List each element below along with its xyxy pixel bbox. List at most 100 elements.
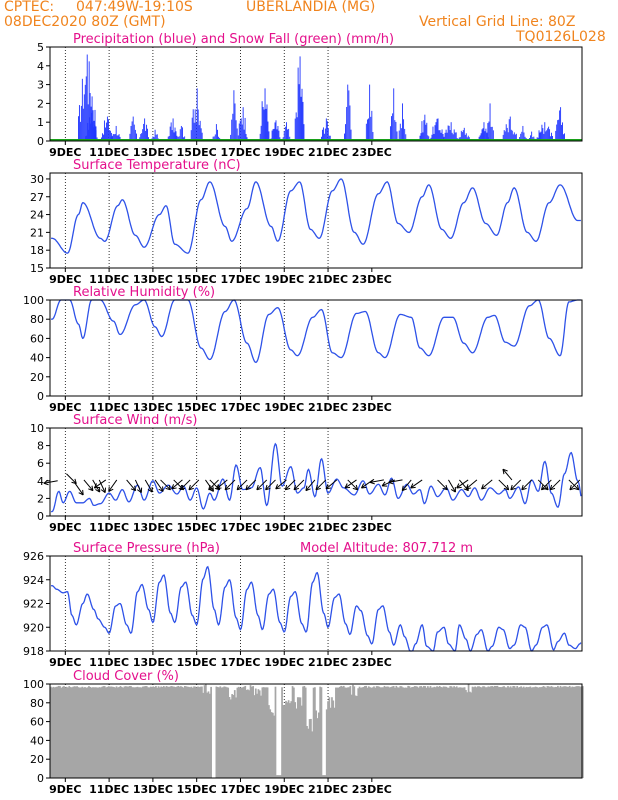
precip-bar	[489, 103, 491, 141]
cloud-bar	[362, 687, 365, 778]
precip-bar	[283, 131, 285, 141]
cloud-bar	[253, 695, 256, 778]
cloud-bar	[73, 686, 76, 778]
wind-arrow-shaft	[284, 479, 296, 491]
cloud-bar	[256, 693, 258, 778]
precip-bar	[113, 134, 115, 141]
y-tick-label: 40	[30, 734, 44, 747]
precip-bar	[301, 88, 303, 141]
cloud-bar	[370, 687, 373, 778]
wind-arrow	[236, 479, 248, 491]
precip-bar	[512, 134, 514, 141]
precip-bar	[487, 123, 489, 141]
wind-arrow	[569, 479, 581, 491]
cloud-bar	[319, 686, 321, 778]
precip-bar	[201, 132, 203, 141]
cloud-bar	[144, 686, 147, 778]
cloud-bar	[193, 686, 195, 778]
precip-bar	[131, 121, 133, 141]
wind-arrow-head	[369, 478, 375, 483]
cloud-bar	[61, 686, 64, 778]
cloud-bar	[350, 694, 353, 778]
precip-bar	[324, 128, 326, 141]
y-tick-label: 80	[30, 697, 44, 710]
precip-bar	[492, 130, 494, 141]
cloud-bar	[549, 686, 551, 778]
precip-bar	[175, 131, 177, 141]
header-run: 08DEC2020 80Z (GMT)	[4, 14, 166, 30]
cloud-bar	[315, 710, 318, 778]
wind-arrow	[521, 479, 532, 491]
precip-bar	[143, 123, 145, 141]
x-tick-label: 9DEC	[49, 273, 81, 286]
precip-bar	[507, 132, 509, 141]
cloud-bar	[345, 687, 348, 778]
precip-bar	[346, 106, 348, 141]
cloud-bar	[470, 692, 473, 778]
cloud-bar	[52, 686, 55, 778]
cloud-bar	[101, 686, 103, 778]
cloud-bar	[357, 688, 360, 778]
wind-arrow-head	[381, 481, 386, 487]
cloud-bar	[88, 686, 90, 778]
precip-bar	[241, 124, 243, 141]
x-tick-label: 9DEC	[49, 656, 81, 669]
precip-bar	[294, 118, 296, 141]
cloud-bar	[320, 687, 323, 778]
wind-arrow	[388, 478, 403, 485]
cloud-bar	[444, 686, 446, 778]
wind-arrow-head	[569, 484, 572, 490]
precip-bar	[445, 129, 447, 141]
cloud-bar	[482, 686, 484, 778]
precip-bar	[365, 123, 367, 141]
y-tick-label: 0	[37, 510, 44, 523]
wind-arrow	[216, 479, 228, 490]
cloud-bar	[160, 686, 163, 778]
precip-bar	[289, 136, 291, 141]
precip-bar	[296, 117, 298, 141]
cloud-bar	[67, 687, 69, 778]
cloud-bar	[106, 686, 109, 778]
precip-bar	[433, 133, 435, 141]
x-tick-label: 19DEC	[264, 783, 304, 796]
cloud-bar	[354, 695, 357, 778]
wind-arrow	[293, 479, 305, 491]
panel-title: Surface Temperature (nC)	[73, 158, 241, 173]
cloud-bar	[349, 686, 352, 778]
wind-arrow-head	[162, 486, 164, 492]
precip-bar	[449, 130, 451, 141]
wind-arrow-head	[293, 487, 299, 491]
wind-arrow-head	[95, 489, 100, 493]
cloud-bar	[277, 775, 279, 778]
precip-bar	[447, 125, 449, 141]
precip-bar	[421, 121, 423, 141]
wind-arrow	[83, 479, 94, 492]
cloud-bar	[316, 718, 319, 778]
wind-arrow	[66, 473, 77, 485]
cloud-bar	[291, 686, 294, 778]
wind-arrow-head	[134, 485, 137, 491]
precip-bar	[79, 121, 81, 141]
cloud-bar	[424, 686, 427, 778]
wind-arrow-head	[355, 484, 359, 490]
wind-arrow-shaft	[315, 479, 327, 491]
cloud-bar	[311, 731, 314, 778]
precip-bar	[483, 122, 485, 141]
cloud-bar	[453, 686, 455, 778]
x-tick-label: 21DEC	[308, 783, 348, 796]
cloud-bar	[536, 686, 538, 778]
precip-bar	[509, 116, 511, 141]
precip-bar	[438, 130, 440, 141]
x-tick-label: 17DEC	[220, 146, 260, 159]
precip-bar	[244, 117, 246, 141]
wind-arrow-shaft	[388, 479, 403, 483]
cloud-bar	[56, 686, 59, 778]
wind-arrow-head	[93, 483, 98, 489]
cloud-bar	[68, 686, 71, 778]
cloud-bar	[228, 696, 231, 778]
cloud-bar	[491, 686, 494, 778]
precip-bar	[154, 129, 156, 141]
precip-bar	[87, 122, 89, 141]
precip-bar	[439, 130, 441, 141]
cloud-bar	[77, 687, 80, 778]
